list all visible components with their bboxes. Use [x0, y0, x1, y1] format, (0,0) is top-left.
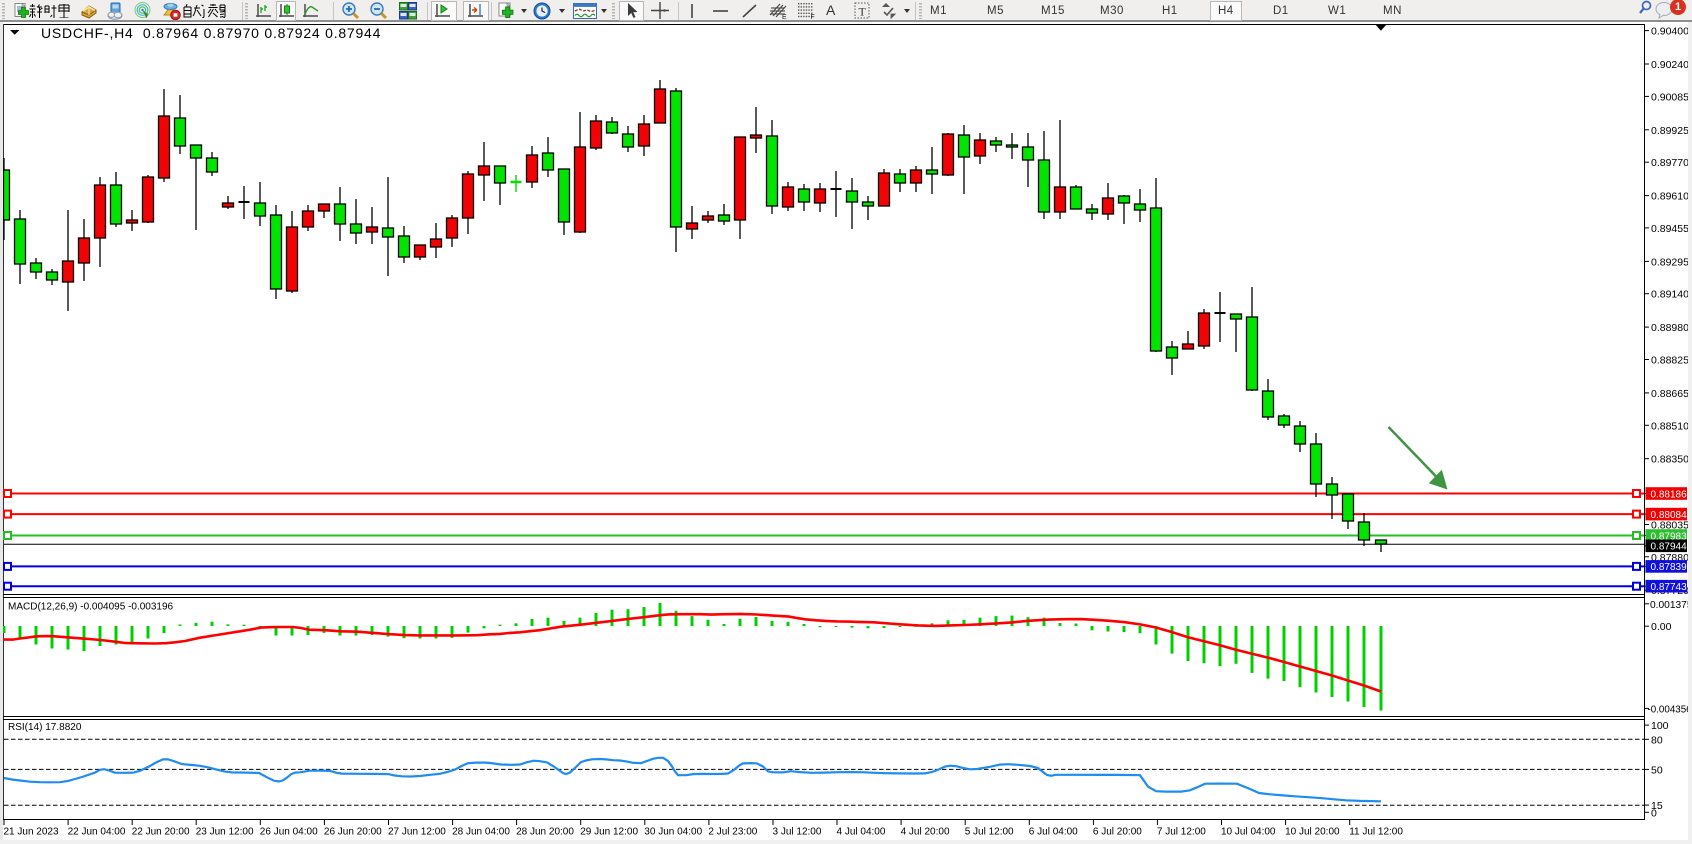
svg-text:USDCHF-,H4 0.87964 0.87970 0.: USDCHF-,H4 0.87964 0.87970 0.87924 0.879…	[41, 25, 381, 41]
svg-text:0.90400: 0.90400	[1651, 26, 1689, 38]
svg-text:26 Jun 20:00: 26 Jun 20:00	[324, 827, 382, 838]
svg-text:0.89455: 0.89455	[1651, 223, 1689, 235]
svg-text:0.89140: 0.89140	[1651, 289, 1689, 301]
svg-text:7 Jul 12:00: 7 Jul 12:00	[1157, 827, 1206, 838]
svg-text:0.88084: 0.88084	[1651, 510, 1688, 521]
svg-text:0.87944: 0.87944	[1651, 542, 1688, 553]
svg-text:F: F	[811, 14, 815, 20]
svg-text:22 Jun 20:00: 22 Jun 20:00	[132, 827, 190, 838]
svg-text:2 Jul 23:00: 2 Jul 23:00	[708, 827, 757, 838]
svg-text:0.00: 0.00	[1651, 621, 1672, 633]
svg-text:0.90085: 0.90085	[1651, 91, 1689, 103]
svg-text:0.89610: 0.89610	[1651, 191, 1689, 203]
svg-text:29 Jun 12:00: 29 Jun 12:00	[580, 827, 638, 838]
svg-text:0: 0	[1651, 807, 1657, 819]
svg-text:10 Jul 20:00: 10 Jul 20:00	[1285, 827, 1340, 838]
svg-text:0.89925: 0.89925	[1651, 125, 1689, 137]
svg-text:0.89770: 0.89770	[1651, 157, 1689, 169]
svg-text:6 Jul 20:00: 6 Jul 20:00	[1093, 827, 1142, 838]
svg-text:0.88350: 0.88350	[1651, 454, 1689, 466]
svg-text:10 Jul 04:00: 10 Jul 04:00	[1221, 827, 1276, 838]
svg-text:4 Jul 20:00: 4 Jul 20:00	[901, 827, 950, 838]
svg-text:0.87743: 0.87743	[1651, 582, 1688, 593]
svg-text:0.87839: 0.87839	[1651, 562, 1688, 573]
svg-text:0.88665: 0.88665	[1651, 388, 1689, 400]
svg-text:22 Jun 04:00: 22 Jun 04:00	[68, 827, 126, 838]
svg-text:15: 15	[1651, 800, 1663, 812]
svg-text:27 Jun 12:00: 27 Jun 12:00	[388, 827, 446, 838]
svg-text:E: E	[782, 14, 787, 20]
svg-text:6 Jul 04:00: 6 Jul 04:00	[1029, 827, 1078, 838]
svg-text:26 Jun 04:00: 26 Jun 04:00	[260, 827, 318, 838]
svg-text:30 Jun 04:00: 30 Jun 04:00	[644, 827, 702, 838]
svg-text:-0.004356: -0.004356	[1648, 704, 1692, 715]
svg-text:28 Jun 20:00: 28 Jun 20:00	[516, 827, 574, 838]
svg-text:0.88510: 0.88510	[1651, 420, 1689, 432]
svg-text:0.88980: 0.88980	[1651, 322, 1689, 334]
svg-text:5 Jul 12:00: 5 Jul 12:00	[965, 827, 1014, 838]
svg-text:MACD(12,26,9) -0.004095 -0.003: MACD(12,26,9) -0.004095 -0.003196	[8, 602, 174, 613]
svg-text:11 Jul 12:00: 11 Jul 12:00	[1349, 827, 1403, 838]
svg-text:0.90240: 0.90240	[1651, 59, 1689, 71]
svg-text:0.88825: 0.88825	[1651, 355, 1689, 367]
svg-text:0.88035: 0.88035	[1651, 520, 1689, 532]
svg-text:0.88186: 0.88186	[1651, 489, 1688, 500]
svg-text:4 Jul 04:00: 4 Jul 04:00	[837, 827, 886, 838]
svg-text:80: 80	[1651, 734, 1663, 746]
svg-text:23 Jun 12:00: 23 Jun 12:00	[196, 827, 254, 838]
svg-text:3 Jul 12:00: 3 Jul 12:00	[773, 827, 822, 838]
svg-text:21 Jun 2023: 21 Jun 2023	[4, 827, 59, 838]
svg-text:0.87983: 0.87983	[1651, 531, 1688, 542]
svg-text:0.001375: 0.001375	[1650, 600, 1692, 611]
svg-text:50: 50	[1651, 764, 1663, 776]
svg-text:T: T	[859, 5, 867, 19]
svg-text:100: 100	[1651, 720, 1669, 732]
svg-text:28 Jun 04:00: 28 Jun 04:00	[452, 827, 510, 838]
svg-text:RSI(14) 17.8820: RSI(14) 17.8820	[8, 722, 82, 733]
svg-text:0.89295: 0.89295	[1651, 256, 1689, 268]
